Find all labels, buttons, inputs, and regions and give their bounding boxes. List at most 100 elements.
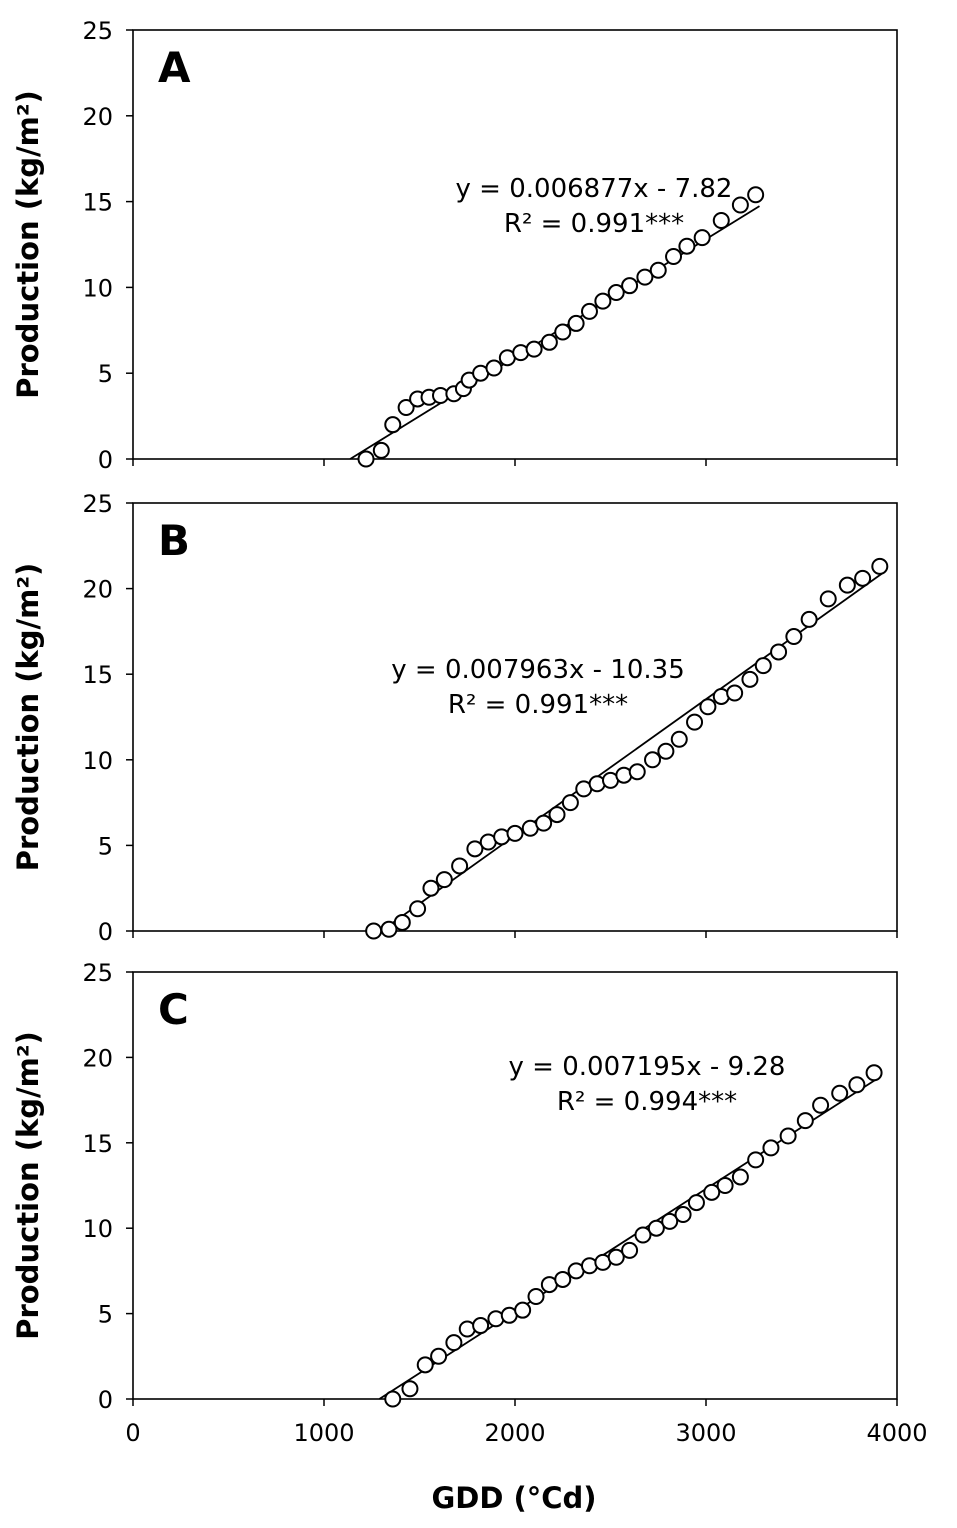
data-point	[621, 1241, 639, 1259]
data-point	[657, 742, 675, 760]
data-point	[770, 643, 788, 661]
data-point	[686, 713, 704, 731]
data-point	[409, 900, 427, 918]
y-tick-label: 5	[98, 1301, 113, 1329]
y-tick-label: 20	[82, 576, 113, 604]
data-point	[762, 1139, 780, 1157]
data-point	[712, 211, 730, 229]
data-point	[594, 292, 612, 310]
y-tick-label: 20	[82, 1044, 113, 1072]
panel-label: A	[158, 43, 191, 92]
data-point	[731, 1168, 749, 1186]
data-point	[838, 576, 856, 594]
data-point	[796, 1112, 814, 1130]
data-point	[561, 794, 579, 812]
data-point	[812, 1096, 830, 1114]
data-point	[397, 399, 415, 417]
data-point	[384, 416, 402, 434]
data-point	[527, 1288, 545, 1306]
panel-label: C	[158, 985, 189, 1034]
panel-label: B	[158, 516, 190, 565]
x-tick-label: 4000	[866, 1419, 927, 1447]
r-squared-label: R² = 0.994***	[557, 1087, 737, 1117]
data-point	[665, 248, 683, 266]
y-tick-label: 25	[82, 490, 113, 518]
data-point	[716, 1177, 734, 1194]
data-point	[670, 730, 688, 748]
y-tick-label: 5	[98, 360, 113, 388]
data-point	[800, 610, 818, 628]
data-point	[372, 441, 390, 459]
panel-a: 0 5 10 15 20 25 Production (kg/m²) Ay = 0.00687…	[11, 17, 898, 474]
data-point	[819, 590, 837, 608]
data-point	[525, 340, 543, 358]
data-point	[621, 277, 639, 295]
y-tick-label: 0	[98, 446, 113, 474]
data-point	[703, 1183, 721, 1201]
x-tick-label: 1000	[293, 1419, 354, 1447]
data-point	[472, 1317, 490, 1335]
y-tick-label: 10	[82, 1215, 113, 1243]
y-axis-title: Production (kg/m²)	[11, 90, 45, 399]
x-tick-label: 0	[125, 1419, 140, 1447]
data-point	[848, 1076, 866, 1094]
x-tick-label: 2000	[484, 1419, 545, 1447]
data-point	[726, 684, 744, 702]
data-point	[785, 628, 803, 646]
data-point	[634, 1226, 652, 1244]
data-point	[831, 1084, 849, 1102]
data-point	[731, 196, 749, 214]
data-point	[506, 824, 524, 842]
y-tick-label: 5	[98, 832, 113, 860]
data-point	[661, 1212, 679, 1230]
data-point	[607, 1248, 625, 1266]
data-point	[693, 229, 711, 247]
y-tick-label: 15	[82, 189, 113, 217]
y-axis-title: Production (kg/m²)	[11, 1031, 45, 1340]
y-tick-label: 25	[82, 959, 113, 987]
panels: 0 5 10 15 20 25 Production (kg/m²) Ay = 0.00687…	[11, 17, 928, 1447]
data-point	[540, 333, 558, 351]
data-point	[779, 1127, 797, 1145]
y-tick-label: 10	[82, 274, 113, 302]
data-point	[636, 268, 654, 286]
y-tick-label: 25	[82, 17, 113, 45]
y-tick-label: 0	[98, 1386, 113, 1414]
r-squared-label: R² = 0.991***	[448, 690, 628, 720]
data-point	[485, 359, 503, 377]
data-point	[422, 879, 440, 897]
data-point	[416, 1356, 434, 1374]
data-point	[445, 1334, 463, 1352]
data-point	[865, 1064, 883, 1082]
data-point	[854, 569, 872, 587]
y-tick-label: 20	[82, 103, 113, 131]
data-point	[554, 323, 572, 341]
panel-c: 0 5 10 15 20 25 0 1000 2000 3000 4000 Production (k…	[11, 959, 928, 1447]
data-point	[435, 871, 453, 889]
data-point	[674, 1206, 692, 1224]
data-point	[628, 763, 646, 781]
data-point	[357, 450, 375, 468]
data-point	[365, 922, 383, 940]
data-point	[393, 913, 411, 931]
regression-equation: y = 0.007963x - 10.35	[391, 655, 685, 685]
y-tick-label: 0	[98, 918, 113, 946]
data-point	[647, 1219, 665, 1237]
data-point	[747, 186, 765, 204]
data-point	[380, 920, 398, 938]
y-axis-title: Production (kg/m²)	[11, 563, 45, 872]
y-tick-label: 15	[82, 661, 113, 689]
data-point	[401, 1380, 419, 1398]
y-tick-label: 15	[82, 1130, 113, 1158]
data-point	[741, 670, 759, 688]
data-point	[754, 657, 772, 675]
r-squared-label: R² = 0.991***	[504, 209, 684, 239]
plot-frame	[132, 971, 898, 1400]
data-point	[451, 857, 469, 875]
data-point	[699, 698, 717, 716]
data-point	[747, 1151, 765, 1169]
data-point	[514, 1301, 532, 1319]
x-tick-label: 3000	[675, 1419, 736, 1447]
data-point	[548, 806, 566, 824]
